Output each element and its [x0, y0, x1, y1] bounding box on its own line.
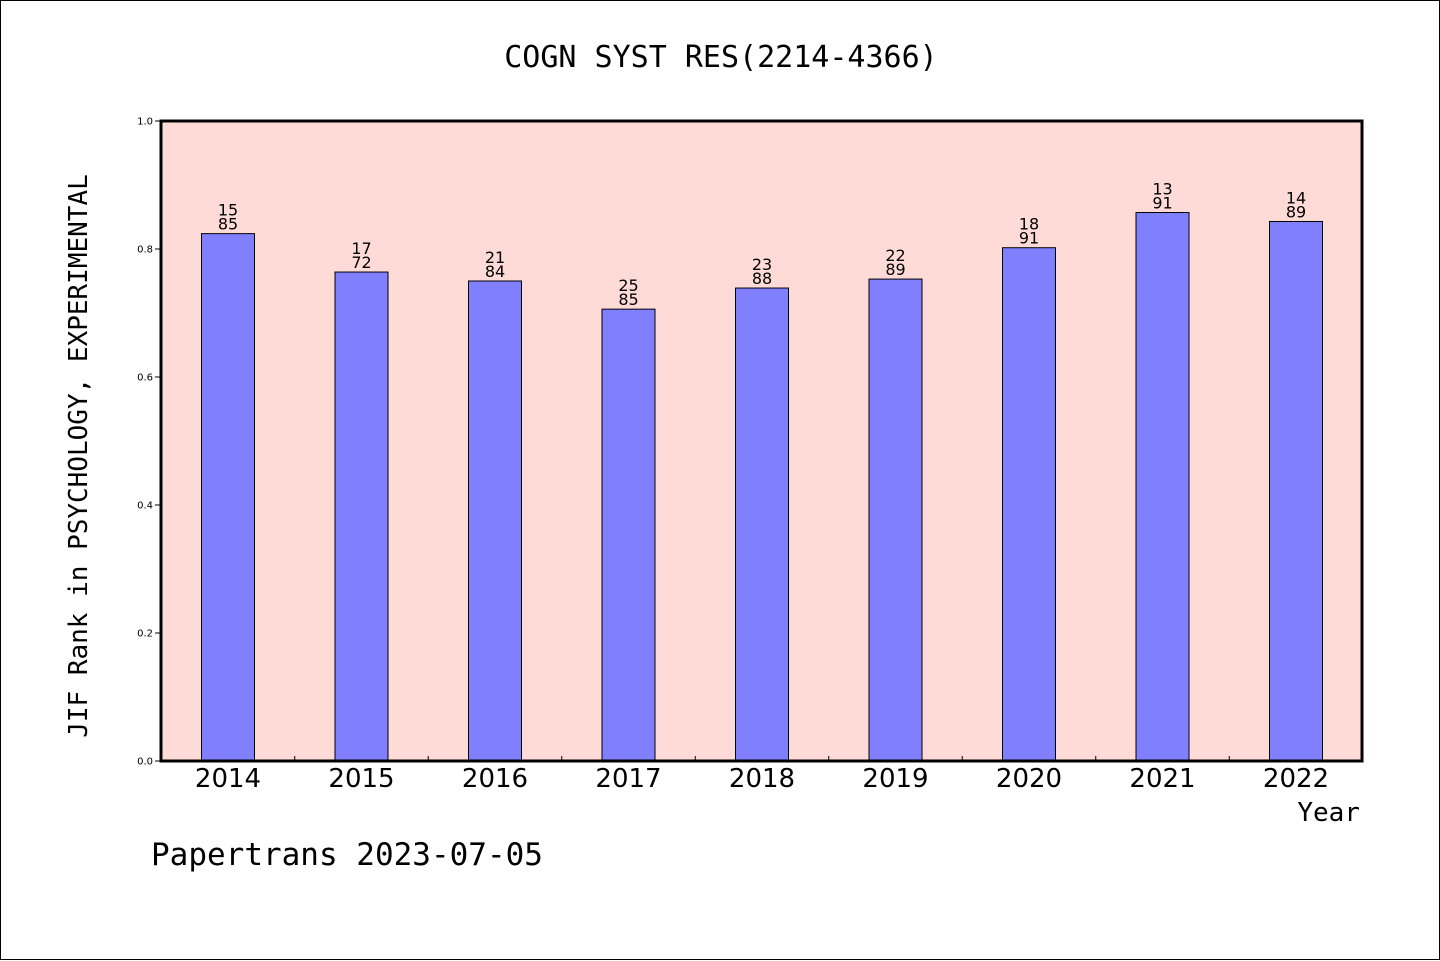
bar: [601, 308, 656, 762]
y-tick-label: 1.0: [137, 117, 153, 128]
bar-label-rank: 21: [485, 248, 505, 267]
bar: [201, 233, 255, 762]
bar-label-rank: 22: [885, 246, 905, 265]
y-tick-label: 0.6: [137, 373, 153, 384]
bar-label-total: 91: [1019, 229, 1039, 248]
bar-label-total: 84: [485, 262, 505, 281]
x-tick-label: 2021: [1129, 764, 1195, 794]
bar: [1269, 220, 1323, 762]
bar-label-total: 88: [752, 269, 772, 288]
x-tick-label: 2018: [729, 764, 795, 794]
y-axis: 0.0 0.2 0.4 0.6 0.8 1.0: [137, 117, 161, 768]
x-tick-label: 2019: [862, 764, 928, 794]
bar-label-rank: 25: [618, 276, 638, 295]
bar: [1135, 212, 1190, 762]
watermark-text: Papertrans 2023-07-05: [151, 837, 543, 873]
x-tick-label: 2022: [1263, 764, 1329, 794]
x-tick-label: 2017: [595, 764, 661, 794]
chart-title: COGN SYST RES(2214-4366): [504, 40, 937, 75]
bar-label-total: 91: [1152, 194, 1172, 213]
bar-label-total: 85: [618, 290, 638, 309]
x-axis-label: Year: [1297, 798, 1360, 828]
y-tick-label: 0.4: [137, 501, 153, 512]
y-tick-label: 0.2: [137, 629, 153, 640]
bar-label-rank: 23: [752, 255, 772, 274]
bar-label-rank: 13: [1152, 180, 1172, 199]
bar-label-rank: 18: [1019, 215, 1039, 234]
x-tick-label: 2014: [195, 764, 261, 794]
x-axis: 2014 2015 2016 2017 2018 2019 2020 2021 2022: [195, 756, 1329, 794]
bar: [334, 271, 389, 762]
bar-label-rank: 15: [218, 201, 238, 220]
bar: [868, 278, 923, 762]
bar-label-total: 89: [885, 260, 905, 279]
bar: [735, 287, 789, 762]
bar-label-total: 85: [218, 215, 238, 234]
x-tick-label: 2020: [996, 764, 1062, 794]
y-axis-label: JIF Rank in PSYCHOLOGY, EXPERIMENTAL: [64, 174, 94, 738]
bar: [468, 280, 522, 762]
x-tick-label: 2016: [462, 764, 528, 794]
bar-label-total: 89: [1286, 202, 1306, 221]
x-tick-label: 2015: [328, 764, 394, 794]
plot-border: [159, 119, 1364, 763]
bar-label-rank: 14: [1286, 188, 1306, 207]
y-tick-label: 0.8: [137, 245, 153, 256]
bar-label-rank: 17: [351, 239, 371, 258]
bar: [1002, 247, 1056, 762]
bar-label-total: 72: [351, 253, 371, 272]
y-tick-label: 0.0: [137, 757, 153, 768]
